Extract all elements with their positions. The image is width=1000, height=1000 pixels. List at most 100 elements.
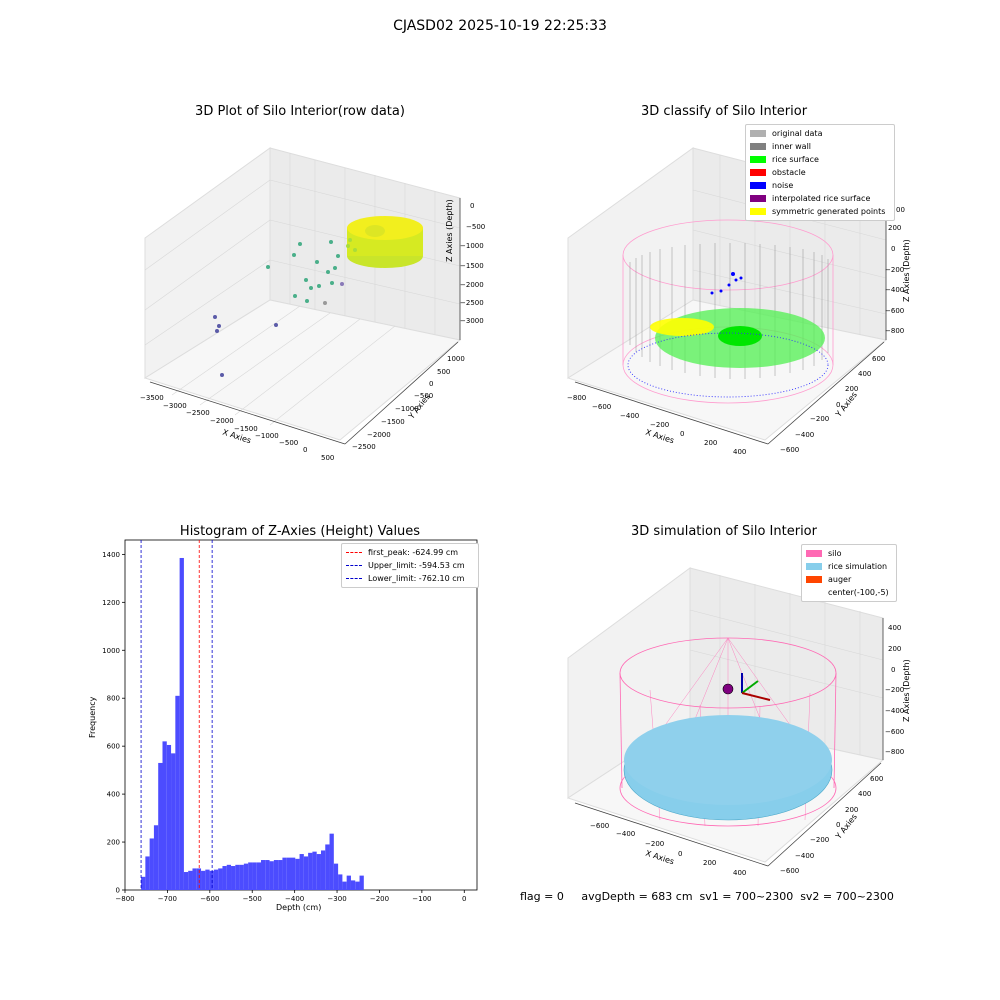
histogram-y-tick-label: 1000 [102, 647, 120, 655]
classify-plot-title: 3D classify of Silo Interior [640, 104, 808, 119]
histogram-frame [124, 539, 478, 891]
raw-plot-title: 3D Plot of Silo Interior(row data) [195, 104, 405, 119]
raw-y-tick: −500 [414, 392, 434, 400]
legend-item: first_peak: -624.99 cm [346, 546, 474, 559]
legend-item: interpolated rice surface [750, 192, 890, 205]
simulation-z-tick: −800 [885, 748, 905, 756]
raw-x-tick: −3000 [163, 402, 187, 410]
histogram-bar [192, 868, 197, 890]
histogram-x-tick-label: −100 [412, 895, 431, 903]
legend-label: rice simulation [828, 562, 888, 571]
histogram-bar [282, 857, 287, 890]
histogram-bar [171, 753, 176, 890]
histogram-bar [286, 857, 291, 890]
histogram-bar [261, 860, 266, 890]
histogram-bar [329, 833, 334, 890]
simulation-x-tick: 0 [678, 850, 683, 858]
legend-item: obstacle [750, 166, 890, 179]
histogram-bar [166, 744, 172, 890]
histogram-bar [333, 863, 339, 890]
histogram-x-tick-label: −200 [370, 895, 389, 903]
raw-x-tick: −2500 [186, 409, 210, 417]
histogram-bar [162, 741, 167, 890]
simulation-z-label: Z Axies (Depth) [902, 659, 911, 722]
classify-z-tick: −400 [885, 286, 905, 294]
histogram-bar [243, 863, 249, 890]
raw-z-tick: −2000 [460, 281, 484, 289]
histogram-bar [290, 857, 296, 890]
legend-swatch [750, 195, 766, 202]
legend-label: Upper_limit: -594.53 cm [368, 561, 465, 570]
classify-x-tick: −200 [650, 421, 670, 429]
histogram-bar [153, 825, 159, 890]
histogram-bar [213, 869, 219, 890]
legend-item: Lower_limit: -762.10 cm [346, 572, 474, 585]
histogram-bar [325, 844, 330, 890]
legend-item: original data [750, 127, 890, 140]
histogram-bar [158, 762, 163, 890]
legend-swatch [806, 550, 822, 557]
classify-x-tick: −800 [567, 394, 587, 402]
raw-z-tick: −1500 [460, 262, 484, 270]
histogram-bar [350, 880, 356, 890]
raw-z-tick: −3000 [460, 317, 484, 325]
histogram-x-tick-label: −600 [200, 895, 219, 903]
simulation-z-tick: 200 [888, 645, 902, 653]
legend-label: first_peak: -624.99 cm [368, 548, 459, 557]
classify-y-tick: 0 [836, 401, 841, 409]
classify-y-tick: 600 [872, 355, 886, 363]
legend-label: center(-100,-5) [828, 588, 889, 597]
histogram-x-tick-label: −300 [327, 895, 346, 903]
legend-item: inner wall [750, 140, 890, 153]
histogram-bar [265, 860, 270, 890]
legend-swatch [750, 130, 766, 137]
legend-item: auger [806, 573, 892, 586]
raw-x-tick: 0 [303, 446, 308, 454]
legend-swatch [750, 156, 766, 163]
histogram-bar [338, 874, 343, 890]
histogram-bar [239, 864, 244, 890]
classify-z-tick: −800 [885, 327, 905, 335]
simulation-z-tick: −200 [885, 686, 905, 694]
histogram-bar [256, 862, 262, 890]
histogram-bar [231, 866, 236, 890]
simulation-legend: silo rice simulation auger center(-100,-… [801, 544, 897, 602]
legend-swatch [750, 169, 766, 176]
legend-label: obstacle [772, 168, 806, 177]
histogram-bar [299, 854, 304, 890]
histogram-bar [188, 870, 193, 890]
histogram-bar [205, 869, 210, 890]
histogram-bar [183, 872, 189, 890]
histogram-y-tick-label: 1200 [102, 599, 120, 607]
raw-z-tick: 0 [470, 202, 475, 210]
simulation-y-tick: −200 [810, 836, 830, 844]
raw-z-label: Z Axies (Depth) [445, 199, 454, 262]
histogram-y-tick-label: 400 [107, 791, 120, 799]
histogram-title: Histogram of Z-Axies (Height) Values [179, 524, 421, 539]
simulation-x-tick: −200 [645, 840, 665, 848]
legend-swatch [346, 578, 362, 579]
legend-swatch [346, 552, 362, 553]
classify-x-tick: 0 [680, 430, 685, 438]
classify-legend: original data inner wall rice surface ob… [745, 124, 895, 221]
histogram-y-tick-label: 800 [107, 695, 120, 703]
histogram-y-tick-label: 0 [116, 887, 120, 895]
simulation-y-tick: −600 [780, 867, 800, 875]
legend-swatch [750, 143, 766, 150]
histogram-bar [209, 870, 214, 890]
histogram-bar [316, 854, 321, 890]
histogram-bar [222, 866, 227, 890]
legend-label: rice surface [772, 155, 819, 164]
histogram-bar [273, 860, 279, 890]
classify-z-tick: −600 [885, 307, 905, 315]
legend-label: noise [772, 181, 794, 190]
raw-z-tick: −2500 [460, 299, 484, 307]
classify-z-tick: −200 [885, 266, 905, 274]
histogram-y-tick-label: 200 [107, 839, 120, 847]
histogram-bar [226, 864, 232, 890]
histogram-x-tick-label: −500 [243, 895, 262, 903]
classify-z-tick: 0 [891, 245, 896, 253]
simulation-x-tick: 400 [733, 869, 747, 877]
simulation-x-tick: 200 [703, 859, 717, 867]
classify-z-label: Z Axies (Depth) [902, 239, 911, 302]
